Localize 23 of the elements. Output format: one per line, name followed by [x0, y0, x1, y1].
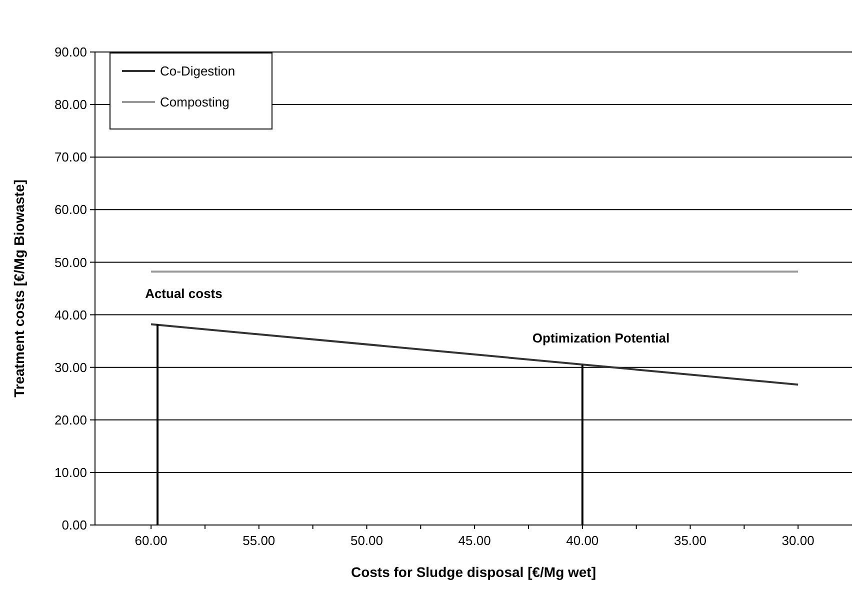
x-tick-label: 35.00 — [674, 533, 707, 548]
y-tick-label: 70.00 — [54, 150, 87, 165]
y-tick-label: 40.00 — [54, 307, 87, 322]
x-tick-label: 30.00 — [782, 533, 814, 548]
y-tick-label: 50.00 — [54, 254, 87, 270]
y-axis-title: Treatment costs [€/Mg Biowaste] — [11, 180, 27, 398]
x-tick-label: 55.00 — [242, 533, 276, 548]
legend-label: Co-Digestion — [160, 64, 236, 79]
annotation: Optimization Potential — [532, 330, 670, 346]
legend-label: Composting — [160, 94, 230, 110]
x-tick-label: 60.00 — [134, 533, 168, 548]
y-tick-label: 30.00 — [54, 360, 87, 375]
x-tick-label: 40.00 — [566, 533, 599, 548]
y-tick-label: 60.00 — [54, 202, 87, 218]
x-tick-label: 50.00 — [350, 533, 384, 548]
x-axis-title: Costs for Sludge disposal [€/Mg wet] — [350, 564, 596, 580]
annotation: Actual costs — [145, 286, 222, 302]
y-tick-label: 80.00 — [54, 97, 87, 112]
y-tick-label: 20.00 — [54, 412, 87, 428]
y-tick-label: 10.00 — [54, 464, 87, 480]
y-tick-label: 0.00 — [62, 518, 87, 533]
y-tick-label: 90.00 — [54, 44, 87, 60]
x-tick-label: 45.00 — [458, 533, 491, 548]
